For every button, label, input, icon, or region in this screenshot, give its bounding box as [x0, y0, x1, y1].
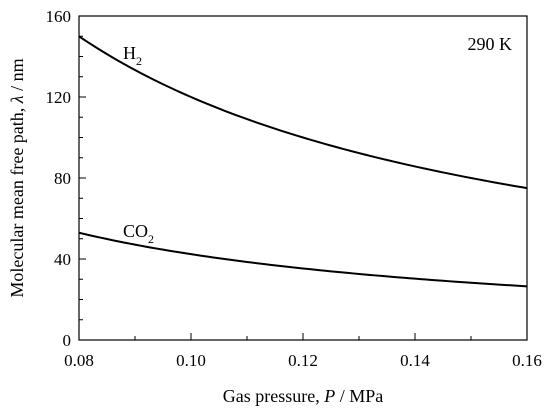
y-tick-label: 40: [54, 250, 71, 269]
x-tick-label: 0.12: [288, 351, 318, 370]
y-axis-title: Molecular mean free path, λ / nm: [7, 58, 27, 297]
series-label-h2: H2: [123, 43, 142, 68]
y-tick-label: 80: [54, 169, 71, 188]
plot-frame: [78, 15, 528, 341]
y-tick-label: 0: [63, 331, 72, 350]
y-axis-ticks: 0 40 80 120 160: [46, 7, 86, 350]
x-axis-title: Gas pressure, P / MPa: [223, 386, 384, 406]
x-tick-label: 0.10: [176, 351, 206, 370]
y-tick-label: 120: [46, 88, 72, 107]
x-tick-label: 0.14: [400, 351, 430, 370]
series-label-co2: CO2: [123, 221, 154, 246]
y-tick-label: 160: [46, 7, 72, 26]
series-line-co2: [78, 231, 528, 288]
temperature-annotation: 290 K: [468, 34, 513, 54]
x-tick-label: 0.08: [64, 351, 94, 370]
series-lines: [78, 35, 528, 288]
x-axis-ticks: 0.08 0.10 0.12 0.14 0.16: [64, 333, 542, 370]
series-line-h2: [78, 35, 528, 190]
x-tick-label: 0.16: [512, 351, 542, 370]
